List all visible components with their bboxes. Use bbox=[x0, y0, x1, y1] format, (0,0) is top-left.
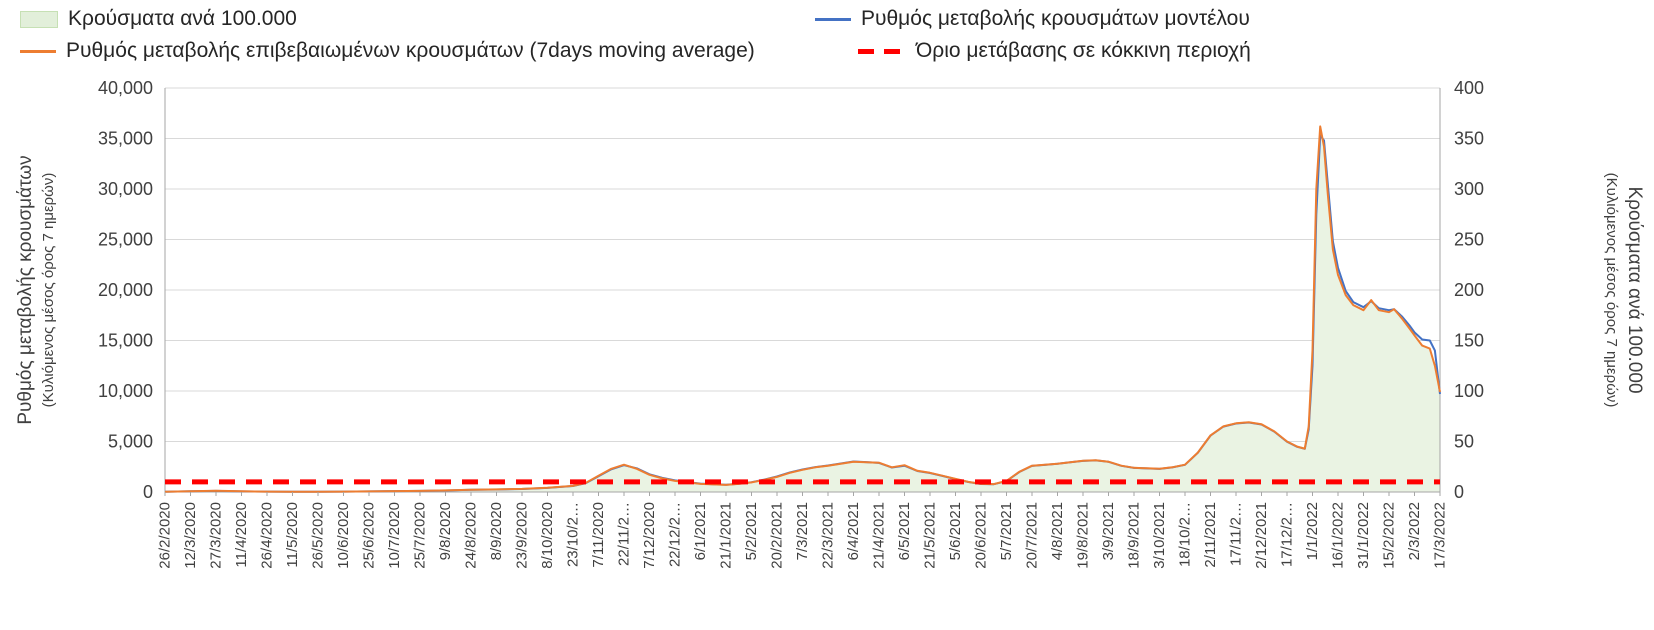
right-axis-tick-label: 150 bbox=[1454, 331, 1484, 351]
area-swatch-icon bbox=[20, 10, 58, 28]
x-tick-label: 18/9/2021 bbox=[1126, 502, 1143, 569]
x-tick-label: 8/10/2020 bbox=[539, 502, 556, 569]
left-axis-title: Ρυθμός μεταβολής κρουσμάτων (Κυλιόμενος … bbox=[14, 155, 58, 424]
x-tick-label: 5/6/2021 bbox=[947, 502, 964, 560]
x-tick-label: 21/5/2021 bbox=[922, 502, 939, 569]
red-dashed-line-swatch-icon bbox=[858, 48, 906, 54]
right-axis-title-sub: (Κυλιόμενος μέσος όρος 7 ημερών) bbox=[1603, 172, 1621, 408]
x-tick-label: 8/9/2020 bbox=[488, 502, 505, 560]
x-tick-label: 3/10/2021 bbox=[1151, 502, 1168, 569]
x-tick-label: 21/1/2021 bbox=[718, 502, 735, 569]
x-tick-label: 2/3/2022 bbox=[1406, 502, 1423, 560]
x-tick-label: 26/4/2020 bbox=[259, 502, 276, 569]
x-tick-label: 1/1/2022 bbox=[1304, 502, 1321, 560]
x-tick-label: 22/12/2… bbox=[667, 502, 684, 567]
left-axis-tick-label: 15,000 bbox=[98, 331, 153, 351]
right-axis-tick-label: 300 bbox=[1454, 179, 1484, 199]
left-axis-tick-label: 10,000 bbox=[98, 381, 153, 401]
x-tick-label: 16/1/2022 bbox=[1330, 502, 1347, 569]
left-axis-tick-label: 20,000 bbox=[98, 280, 153, 300]
x-tick-label: 26/2/2020 bbox=[157, 502, 174, 569]
right-axis-tick-label: 250 bbox=[1454, 230, 1484, 250]
x-tick-label: 19/8/2021 bbox=[1075, 502, 1092, 569]
x-tick-label: 20/2/2021 bbox=[769, 502, 786, 569]
x-tick-label: 6/4/2021 bbox=[845, 502, 862, 560]
x-tick-label: 18/10/2… bbox=[1177, 502, 1194, 567]
right-axis-tick-label: 400 bbox=[1454, 78, 1484, 98]
x-tick-label: 12/3/2020 bbox=[182, 502, 199, 569]
legend-label-confirmed-rate: Ρυθμός μεταβολής επιβεβαιωμένων κρουσμάτ… bbox=[66, 39, 755, 62]
legend-item-red-zone-threshold: Όριο μετάβασης σε κόκκινη περιοχή bbox=[858, 39, 1251, 63]
legend-label-red-zone-threshold: Όριο μετάβασης σε κόκκινη περιοχή bbox=[916, 39, 1251, 62]
legend-label-model-rate: Ρυθμός μεταβολής κρουσμάτων μοντέλου bbox=[861, 7, 1250, 30]
x-tick-label: 31/1/2022 bbox=[1355, 502, 1372, 569]
right-axis-tick-label: 350 bbox=[1454, 129, 1484, 149]
x-tick-label: 26/5/2020 bbox=[310, 502, 327, 569]
x-tick-label: 21/4/2021 bbox=[871, 502, 888, 569]
x-tick-label: 24/8/2020 bbox=[463, 502, 480, 569]
cases-per-100k-area bbox=[165, 126, 1440, 493]
x-tick-label: 4/8/2021 bbox=[1049, 502, 1066, 560]
legend-item-model-rate: Ρυθμός μεταβολής κρουσμάτων μοντέλου bbox=[815, 7, 1250, 31]
x-tick-label: 17/12/2… bbox=[1279, 502, 1296, 567]
x-tick-label: 23/9/2020 bbox=[514, 502, 531, 569]
x-tick-label: 25/7/2020 bbox=[412, 502, 429, 569]
x-tick-label: 7/3/2021 bbox=[794, 502, 811, 560]
x-tick-label: 17/11/2… bbox=[1228, 502, 1245, 566]
x-tick-label: 6/1/2021 bbox=[692, 502, 709, 560]
x-tick-label: 10/7/2020 bbox=[386, 502, 403, 569]
x-tick-label: 5/2/2021 bbox=[743, 502, 760, 560]
x-tick-label: 7/11/2020 bbox=[590, 502, 607, 568]
x-tick-label: 9/8/2020 bbox=[437, 502, 454, 560]
x-tick-label: 7/12/2020 bbox=[641, 502, 658, 569]
left-axis-tick-label: 0 bbox=[143, 482, 153, 502]
x-tick-label: 15/2/2022 bbox=[1381, 502, 1398, 569]
right-axis-tick-label: 100 bbox=[1454, 381, 1484, 401]
x-tick-label: 17/3/2022 bbox=[1432, 502, 1449, 569]
x-tick-label: 6/5/2021 bbox=[896, 502, 913, 560]
right-axis-tick-label: 50 bbox=[1454, 432, 1474, 452]
blue-line-swatch-icon bbox=[815, 17, 851, 21]
left-axis-tick-label: 35,000 bbox=[98, 129, 153, 149]
x-tick-label: 20/6/2021 bbox=[973, 502, 990, 569]
legend-item-confirmed-rate: Ρυθμός μεταβολής επιβεβαιωμένων κρουσμάτ… bbox=[20, 39, 755, 63]
x-tick-label: 27/3/2020 bbox=[208, 502, 225, 569]
x-tick-label: 2/12/2021 bbox=[1253, 502, 1270, 569]
legend-label-cases-per-100k: Κρούσματα ανά 100.000 bbox=[68, 7, 297, 30]
right-axis-title-main: Κρούσματα ανά 100.000 bbox=[1624, 186, 1646, 394]
legend-item-cases-per-100k: Κρούσματα ανά 100.000 bbox=[20, 7, 297, 31]
left-axis-tick-label: 5,000 bbox=[108, 432, 153, 452]
x-tick-label: 10/6/2020 bbox=[335, 502, 352, 569]
left-axis-tick-label: 40,000 bbox=[98, 78, 153, 98]
x-tick-label: 11/4/2020 bbox=[233, 502, 250, 568]
left-axis-tick-label: 25,000 bbox=[98, 230, 153, 250]
right-axis-tick-label: 0 bbox=[1454, 482, 1464, 502]
x-tick-label: 2/11/2021 bbox=[1202, 502, 1219, 568]
right-axis-tick-label: 200 bbox=[1454, 280, 1484, 300]
x-tick-label: 11/5/2020 bbox=[284, 502, 301, 568]
left-axis-title-main: Ρυθμός μεταβολής κρουσμάτων bbox=[14, 155, 36, 425]
x-tick-label: 20/7/2021 bbox=[1024, 502, 1041, 569]
x-tick-label: 25/6/2020 bbox=[361, 502, 378, 569]
x-tick-label: 3/9/2021 bbox=[1100, 502, 1117, 560]
left-axis-title-sub: (Κυλιόμενος μέσος όρος 7 ημερών) bbox=[39, 172, 57, 408]
orange-line-swatch-icon bbox=[20, 49, 56, 53]
x-tick-label: 23/10/2… bbox=[565, 502, 582, 567]
x-tick-label: 22/3/2021 bbox=[820, 502, 837, 569]
x-tick-label: 22/11/2… bbox=[616, 502, 633, 566]
right-axis-title: Κρούσματα ανά 100.000 (Κυλιόμενος μέσος … bbox=[1602, 173, 1646, 408]
x-tick-label: 5/7/2021 bbox=[998, 502, 1015, 560]
left-axis-tick-label: 30,000 bbox=[98, 179, 153, 199]
